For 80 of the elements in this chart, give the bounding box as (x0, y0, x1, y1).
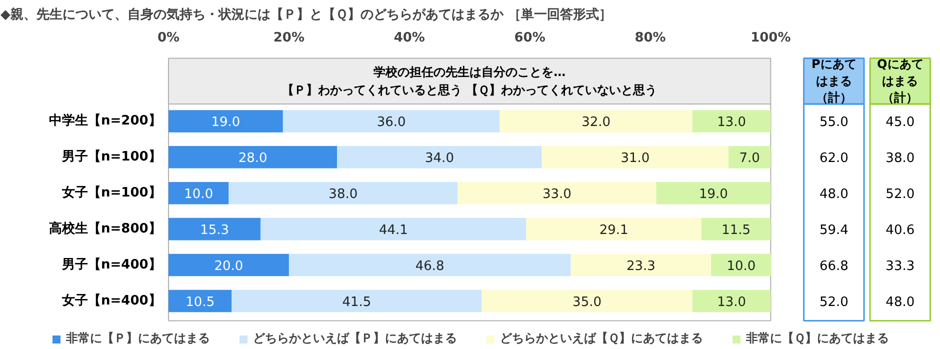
data-label: 33.0 (542, 187, 572, 202)
data-label: 32.0 (582, 115, 611, 130)
bar (482, 290, 692, 312)
bar (282, 110, 500, 132)
y-tick-label: 中学生【n=200】 (49, 112, 162, 129)
data-label: 31.0 (620, 151, 650, 166)
bar (168, 182, 229, 204)
text: 38.0 (886, 151, 915, 166)
text: 52.0 (886, 187, 915, 202)
bar (168, 254, 289, 276)
text: 48.0 (886, 294, 915, 310)
y-tick-label: 女子【n=400】 (61, 292, 162, 308)
data-label: 36.0 (376, 115, 406, 130)
legend-label: 非常に【Ｑ】にあてはまる (746, 330, 889, 347)
bar (168, 218, 261, 240)
data-label: 35.0 (572, 294, 602, 310)
data-label: 44.1 (378, 223, 408, 238)
data-label: 19.0 (699, 187, 728, 202)
data-label: 34.0 (425, 151, 454, 166)
text: Qにあてはまる（計） (877, 57, 924, 105)
text: 55.0 (819, 115, 848, 130)
legend-label: どちらかといえば【Ｑ】にあてはまる (500, 330, 703, 347)
x-tick-label: 60% (514, 30, 546, 46)
y-tick-label: 男子【n=400】 (61, 256, 162, 273)
x-tick-label: 80% (634, 30, 666, 46)
data-label: 41.5 (342, 294, 372, 310)
text: 48.0 (819, 187, 848, 202)
text: 59.4 (819, 223, 848, 238)
bar (711, 254, 772, 276)
bar (692, 290, 771, 312)
bar (692, 110, 771, 132)
legend-label: どちらかといえば【Ｐ】にあてはまる (253, 330, 457, 347)
data-label: 29.1 (599, 223, 628, 238)
text: 52.0 (819, 294, 848, 310)
chart-subtitle: 学校の担任の先生は自分のことを… 【Ｐ】わかってくれていると思う 【Ｑ】わかってくれていないと思う (282, 64, 658, 98)
data-label: 10.5 (186, 294, 215, 310)
x-tick-label: 100% (750, 30, 791, 46)
data-label: 7.0 (739, 151, 760, 166)
data-label: 10.0 (184, 187, 214, 202)
data-label: 46.8 (415, 259, 444, 274)
bar (458, 182, 656, 204)
y-tick-label: 男子【n=100】 (61, 148, 162, 165)
bar (168, 146, 338, 168)
y-tick-label: 女子【n=100】 (61, 184, 162, 201)
data-label: 23.3 (626, 259, 656, 274)
bar (570, 254, 712, 276)
y-tick-label: 高校生【n=800】 (49, 220, 162, 237)
x-tick-label: 0% (157, 30, 180, 46)
x-tick-label: 40% (394, 30, 425, 46)
data-label: 13.0 (717, 294, 746, 310)
data-label: 28.0 (238, 151, 268, 166)
chart-title: ◆親、先生について、自身の気持ち・状況には【Ｐ】と【Ｑ】のどちらがあてはまるか ［単一回答形式］ (0, 6, 612, 22)
x-tick-label: 20% (273, 30, 305, 46)
data-label: 11.5 (722, 223, 751, 238)
bar (500, 110, 692, 132)
bar (728, 146, 771, 168)
bar (542, 146, 729, 168)
text: 62.0 (819, 151, 848, 166)
text: 66.8 (819, 259, 848, 274)
bar (228, 182, 458, 204)
legend-label: 非常に【Ｐ】にあてはまる (66, 330, 210, 347)
data-label: 19.0 (211, 115, 240, 130)
text: 33.3 (886, 259, 915, 274)
bar (168, 290, 232, 312)
bar (260, 218, 526, 240)
bar (526, 218, 702, 240)
bar (168, 110, 283, 132)
bar (232, 290, 482, 312)
text: Pにあてはまる（計） (812, 57, 856, 105)
bar (656, 182, 771, 204)
data-label: 13.0 (717, 115, 746, 130)
text: 45.0 (886, 115, 915, 130)
data-label: 38.0 (328, 187, 358, 202)
bar (288, 254, 571, 276)
bar (337, 146, 542, 168)
data-label: 15.3 (200, 223, 230, 238)
data-label: 10.0 (726, 259, 756, 274)
text: 40.6 (886, 223, 915, 238)
data-label: 20.0 (214, 259, 244, 274)
bar (701, 218, 771, 240)
